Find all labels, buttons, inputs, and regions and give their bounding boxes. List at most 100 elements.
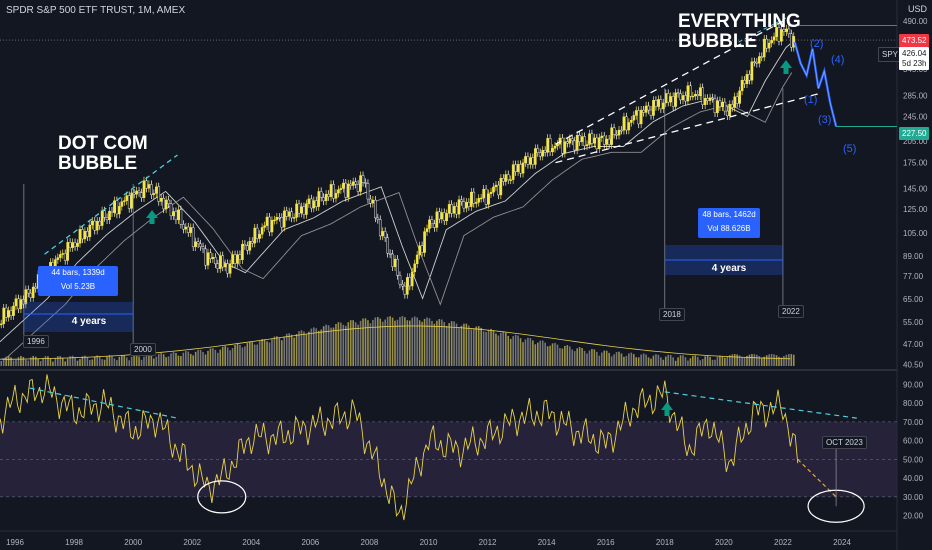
volume-bar <box>440 319 443 366</box>
volume-bar <box>401 316 404 366</box>
candle-body <box>494 184 498 188</box>
price-label-current: 426.04 <box>899 47 930 60</box>
volume-bar <box>29 357 32 366</box>
candle-body <box>317 191 321 207</box>
candle-body <box>258 234 261 239</box>
candle-body <box>105 217 109 221</box>
volume-bar <box>379 318 382 366</box>
volume-bar <box>758 356 761 366</box>
volume-bar <box>416 317 418 366</box>
volume-bar <box>711 359 714 366</box>
candle-body <box>787 28 791 34</box>
rsi-axis-tick: 80.00 <box>903 399 924 408</box>
measure-box-1[interactable]: 44 bars, 1339d Vol 5.23B <box>38 266 118 296</box>
candle-body <box>86 231 89 238</box>
volume-bar <box>509 338 512 366</box>
candle-body <box>541 150 545 157</box>
candle-body <box>440 212 444 220</box>
volume-bar <box>418 320 421 366</box>
volume-bar <box>374 317 377 366</box>
candle-body <box>337 189 340 194</box>
candle-body <box>659 99 663 110</box>
volume-bar <box>408 320 411 366</box>
volume-bar <box>605 350 608 366</box>
volume-bar <box>524 339 527 366</box>
volume-bar <box>367 320 369 366</box>
candle-body <box>152 193 156 195</box>
candle-body <box>282 210 286 228</box>
volume-bar <box>645 354 647 366</box>
candle-body <box>497 184 500 196</box>
candle-body <box>730 104 734 108</box>
volume-bar <box>682 355 684 366</box>
volume-bar <box>677 357 679 366</box>
measure-box-2[interactable]: 48 bars, 1462d Vol 88.626B <box>698 208 760 238</box>
candle-body <box>536 148 540 153</box>
volume-bar <box>288 333 290 366</box>
trendline-everything <box>738 17 787 43</box>
candle-body <box>765 38 768 49</box>
candle-body <box>455 206 458 215</box>
volume-bar <box>490 328 492 366</box>
volume-bar <box>650 358 652 366</box>
candle-body <box>718 100 722 108</box>
volume-bar <box>660 357 662 366</box>
candle-body <box>314 200 318 207</box>
volume-bar <box>148 353 150 366</box>
candle-body <box>130 192 133 209</box>
candle-body <box>676 92 680 95</box>
candle-body <box>228 263 232 274</box>
volume-bar <box>221 346 224 366</box>
candle-body <box>612 127 616 135</box>
volume-bar <box>623 356 625 366</box>
volume-bar <box>362 318 364 366</box>
volume-bar <box>313 327 315 366</box>
volume-bar <box>628 353 630 366</box>
volume-bar <box>303 331 305 366</box>
volume-bar <box>468 325 470 366</box>
volume-bar <box>453 321 455 366</box>
buy-arrow-everything <box>780 60 792 74</box>
years-label-2: 4 years <box>711 263 747 274</box>
candle-body <box>529 157 532 165</box>
candle-body <box>78 229 82 244</box>
volume-bar <box>10 357 12 366</box>
volume-bar <box>571 349 574 366</box>
candle-body <box>551 148 554 153</box>
candle-body <box>762 38 766 58</box>
volume-bar <box>760 357 763 366</box>
volume-bar <box>121 354 123 366</box>
candle-body <box>81 229 84 240</box>
candle-body <box>386 237 389 254</box>
volume-bar <box>150 355 153 366</box>
candle-body <box>450 204 453 214</box>
volume-bar <box>396 319 399 366</box>
candle-body <box>182 224 185 230</box>
volume-bar <box>632 354 635 366</box>
volume-bar <box>325 324 327 366</box>
volume-bar <box>224 346 226 366</box>
volume-bar <box>620 353 623 366</box>
volume-bar <box>268 342 271 366</box>
candle-body <box>393 258 397 267</box>
volume-bar <box>276 336 278 366</box>
candle-body <box>780 29 783 42</box>
candle-body <box>630 119 633 123</box>
candle-body <box>580 136 584 143</box>
volume-bar <box>202 351 204 366</box>
candle-body <box>186 226 190 233</box>
volume-bar <box>529 338 532 366</box>
volume-bar <box>140 359 143 366</box>
currency-selector[interactable]: USD <box>908 4 927 14</box>
volume-bar <box>783 356 785 366</box>
candle-body <box>110 210 114 213</box>
candle-body <box>570 138 574 142</box>
volume-bar <box>664 356 667 366</box>
candle-body <box>22 299 25 305</box>
volume-bar <box>591 348 593 366</box>
volume-bar <box>770 354 773 366</box>
candle-body <box>610 127 613 145</box>
volume-bar <box>349 320 352 366</box>
candle-body <box>327 194 330 197</box>
candle-body <box>686 85 690 102</box>
